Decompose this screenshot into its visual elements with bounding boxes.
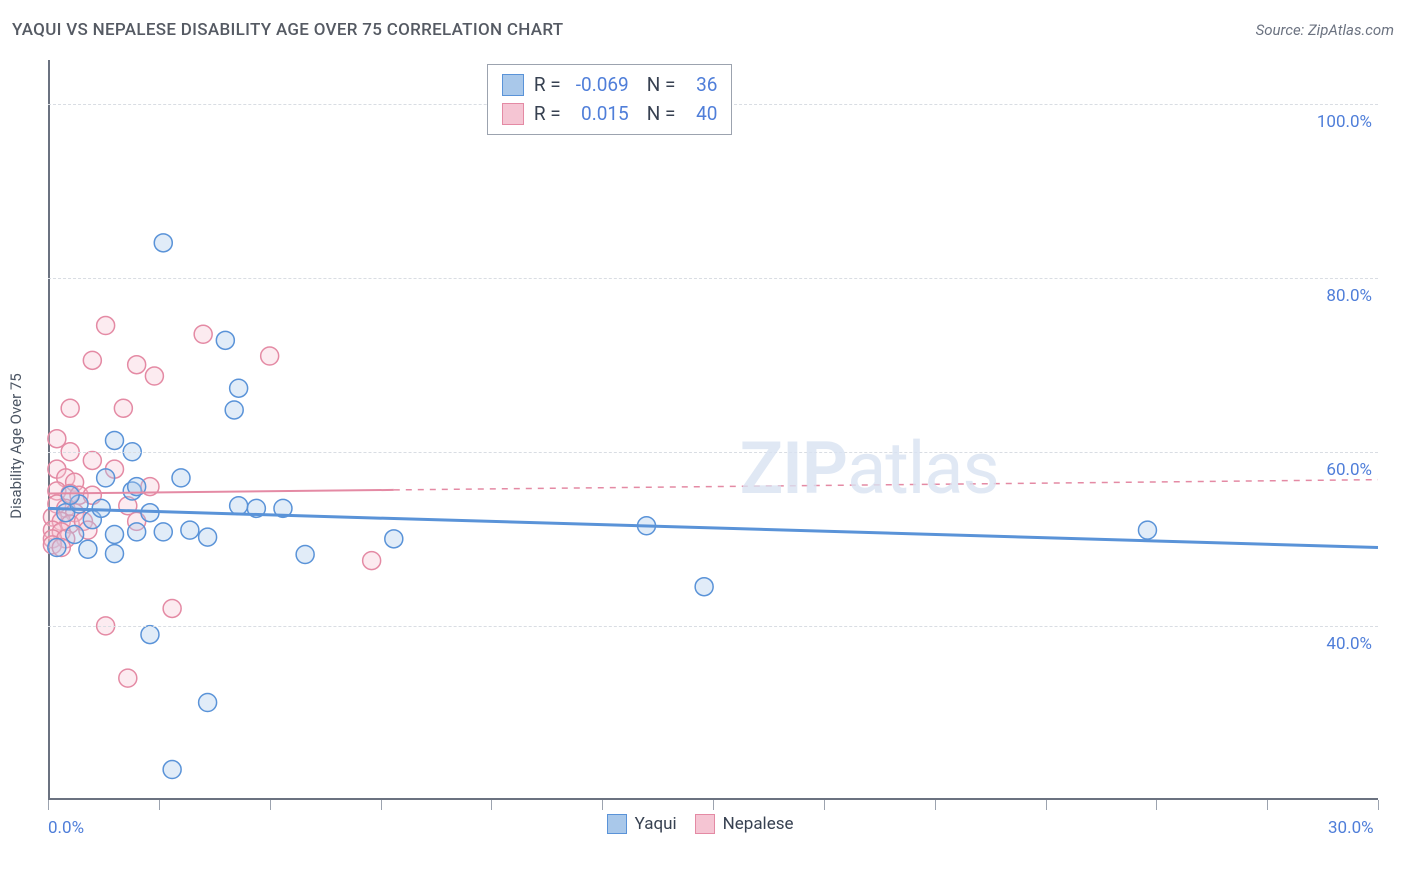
- legend-swatch: [695, 814, 715, 834]
- x-tick: [1046, 800, 1047, 810]
- data-point: [199, 693, 217, 711]
- y-tick-label: 80.0%: [1326, 286, 1372, 306]
- x-tick: [159, 800, 160, 810]
- data-point: [79, 540, 97, 558]
- gridline: [48, 452, 1378, 453]
- chart-source: Source: ZipAtlas.com: [1256, 21, 1394, 39]
- x-tick: [1156, 800, 1157, 810]
- x-tick-label-min: 0.0%: [48, 818, 84, 838]
- n-label: N =: [647, 100, 676, 129]
- x-tick: [713, 800, 714, 810]
- data-point: [48, 539, 66, 557]
- y-axis-label: Disability Age Over 75: [7, 373, 25, 518]
- x-tick: [491, 800, 492, 810]
- data-point: [61, 399, 79, 417]
- data-point: [145, 367, 163, 385]
- data-point: [194, 325, 212, 343]
- data-point: [363, 552, 381, 570]
- legend-label: Nepalese: [723, 814, 794, 834]
- data-point: [216, 331, 234, 349]
- data-point: [154, 234, 172, 252]
- x-tick: [1267, 800, 1268, 810]
- data-point: [106, 431, 124, 449]
- data-point: [385, 530, 403, 548]
- data-point: [83, 451, 101, 469]
- data-point: [106, 525, 124, 543]
- x-tick: [48, 800, 49, 810]
- gridline: [48, 278, 1378, 279]
- data-point: [114, 399, 132, 417]
- data-point: [172, 469, 190, 487]
- chart-header: YAQUI VS NEPALESE DISABILITY AGE OVER 75…: [12, 20, 1394, 40]
- data-point: [230, 379, 248, 397]
- legend-swatch: [502, 74, 524, 96]
- legend-row: R = -0.069 N = 36: [502, 71, 718, 100]
- n-value: 40: [685, 100, 717, 129]
- data-point: [230, 497, 248, 515]
- correlation-legend: R = -0.069 N = 36 R = 0.015 N = 40: [487, 64, 733, 135]
- trend-line: [48, 508, 1378, 547]
- r-value: -0.069: [571, 71, 629, 100]
- x-tick: [381, 800, 382, 810]
- r-label: R =: [534, 71, 561, 100]
- data-point: [163, 599, 181, 617]
- scatter-plot: [48, 60, 1378, 800]
- data-point: [154, 523, 172, 541]
- n-label: N =: [647, 71, 676, 100]
- r-value: 0.015: [571, 100, 629, 129]
- x-tick-label-max: 30.0%: [1328, 818, 1374, 838]
- x-tick: [270, 800, 271, 810]
- data-point: [61, 486, 79, 504]
- data-point: [199, 528, 217, 546]
- data-point: [695, 578, 713, 596]
- chart-area: 40.0% 60.0% 80.0% 100.0%: [48, 60, 1378, 800]
- data-point: [1138, 521, 1156, 539]
- series-legend: Yaqui Nepalese: [607, 814, 794, 834]
- gridline: [48, 626, 1378, 627]
- legend-item: Nepalese: [695, 814, 794, 834]
- data-point: [261, 347, 279, 365]
- y-tick-label: 60.0%: [1326, 460, 1372, 480]
- data-point: [141, 626, 159, 644]
- data-point: [128, 356, 146, 374]
- data-point: [119, 669, 137, 687]
- data-point: [163, 761, 181, 779]
- data-point: [296, 545, 314, 563]
- data-point: [83, 351, 101, 369]
- legend-row: R = 0.015 N = 40: [502, 100, 718, 129]
- r-label: R =: [534, 100, 561, 129]
- x-tick: [602, 800, 603, 810]
- data-point: [225, 401, 243, 419]
- legend-swatch: [502, 103, 524, 125]
- trend-line-extrapolated: [394, 480, 1378, 490]
- data-point: [128, 523, 146, 541]
- legend-item: Yaqui: [607, 814, 677, 834]
- data-point: [97, 317, 115, 335]
- x-tick: [1378, 800, 1379, 810]
- data-point: [66, 525, 84, 543]
- data-point: [106, 545, 124, 563]
- x-tick: [824, 800, 825, 810]
- data-point: [97, 469, 115, 487]
- x-tick: [935, 800, 936, 810]
- n-value: 36: [685, 71, 717, 100]
- legend-swatch: [607, 814, 627, 834]
- y-tick-label: 40.0%: [1326, 634, 1372, 654]
- data-point: [181, 521, 199, 539]
- legend-label: Yaqui: [635, 814, 677, 834]
- y-tick-label: 100.0%: [1317, 112, 1372, 132]
- chart-title: YAQUI VS NEPALESE DISABILITY AGE OVER 75…: [12, 20, 563, 40]
